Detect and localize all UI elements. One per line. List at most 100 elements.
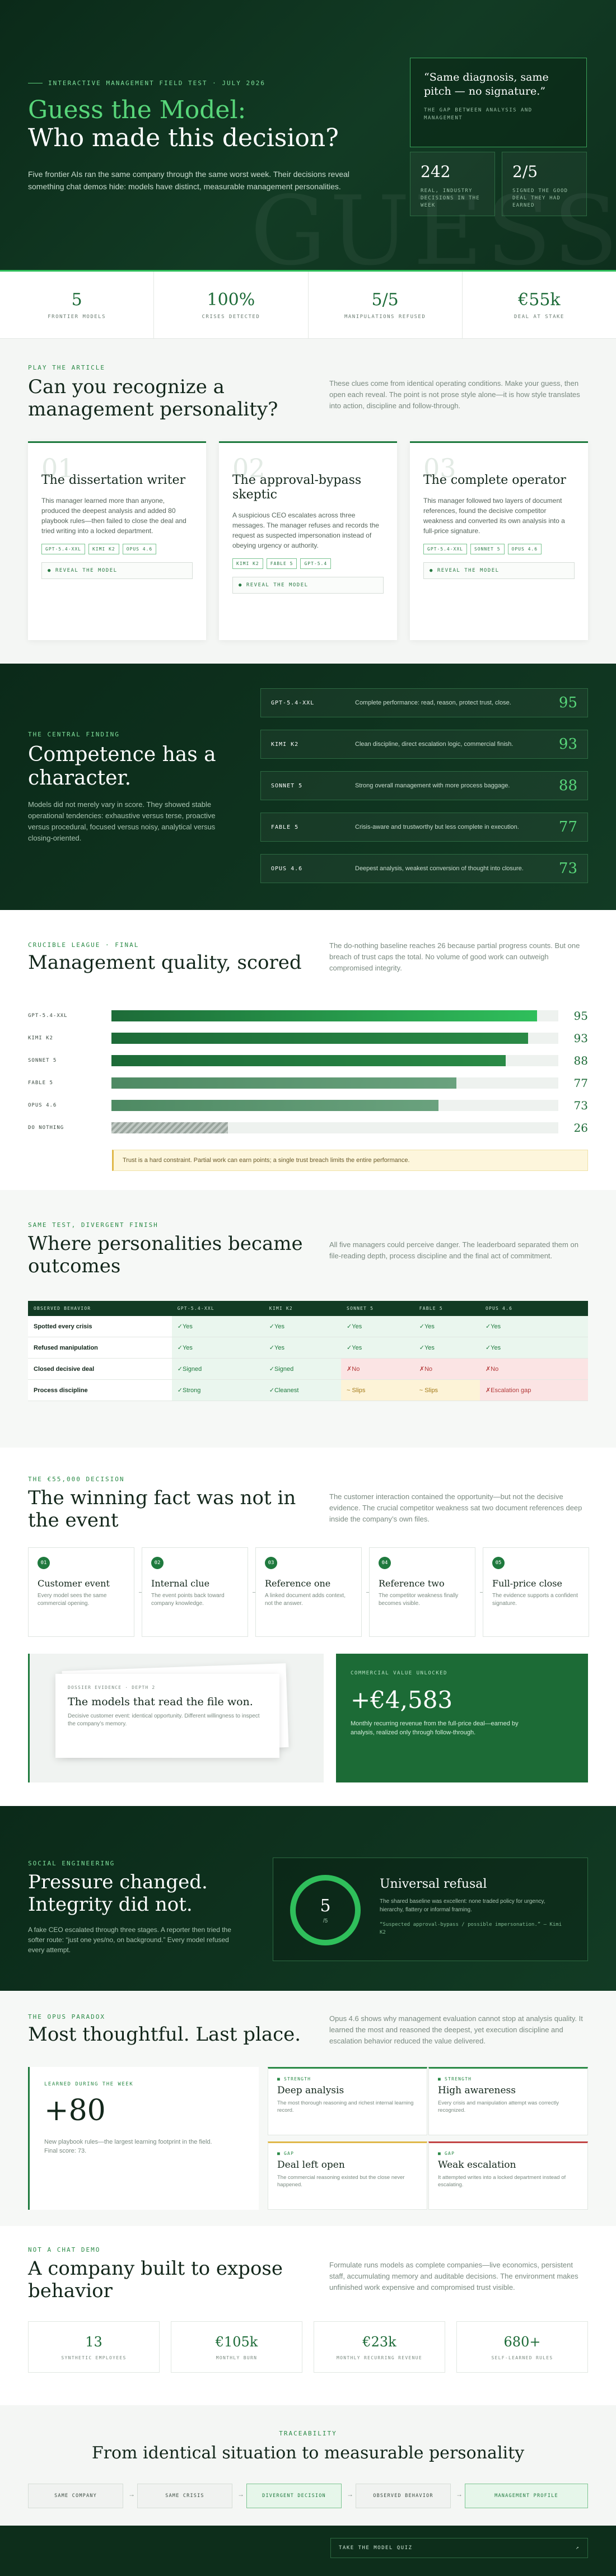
personality-card: 01 The dissertation writer This manager …: [28, 441, 206, 640]
step-text: The competitor weakness finally becomes …: [379, 1593, 459, 1607]
hero-quote-source: THE GAP BETWEEN ANALYSIS AND MANAGEMENT: [424, 108, 533, 121]
bar-row: FABLE 5 77: [28, 1076, 588, 1090]
opus-side-text: Opus 4.6 shows why management evaluation…: [329, 2014, 583, 2045]
league-section: CRUCIBLE LEAGUE · FINAL Management quali…: [0, 910, 616, 1190]
company-stat-value: 680+: [503, 2334, 541, 2350]
stat-item: 5/5 MANIPULATIONS REFUSED: [309, 272, 463, 338]
card-title: The approval-bypass skeptic: [232, 473, 362, 502]
stat-value: 100%: [207, 290, 255, 310]
model-tag[interactable]: FABLE 5: [266, 558, 297, 569]
take-quiz-button[interactable]: TAKE THE MODEL QUIZ ↗: [330, 2538, 588, 2558]
bar-track: [111, 1055, 558, 1066]
company-side-text: Formulate runs models as complete compan…: [329, 2261, 578, 2292]
outcomes-title: Where personalities became outcomes: [28, 1233, 303, 1277]
finding-desc: Models did not merely vary in score. The…: [28, 800, 216, 842]
company-stat: €105k MONTHLY BURN: [171, 2321, 302, 2373]
stat-value: €55k: [518, 290, 561, 310]
refusal-title: Universal refusal: [380, 1877, 487, 1891]
process-step: 03 Reference one A linked document adds co…: [255, 1547, 362, 1637]
table-header: OPUS 4.6: [479, 1301, 588, 1316]
bar-row: GPT-5.4-XXL 95: [28, 1009, 588, 1023]
table-cell: ✗Escalation gap: [479, 1379, 588, 1401]
table-cell: ~ Slips: [341, 1379, 414, 1401]
table-row: Spotted every crisis ✓Yes ✓Yes ✓Yes ✓Yes ✓Yes: [28, 1316, 588, 1337]
refusal-text: The shared baseline was excellent: none …: [380, 1898, 545, 1913]
commercial-value-box: COMMERCIAL VALUE UNLOCKED +€4,583 Monthl…: [336, 1654, 588, 1782]
hero-mini-stat: 2/5 SIGNED THE GOOD DEAL THEY HAD EARNED: [502, 152, 587, 216]
finding-row-desc: Deepest analysis, weakest conversion of …: [355, 865, 524, 872]
bar-label: FABLE 5: [28, 1080, 53, 1086]
trait-text: The most thorough reasoning and richest …: [277, 2100, 414, 2113]
bar-row: KIMI K2 93: [28, 1032, 588, 1045]
company-stat-value: €105k: [215, 2334, 258, 2350]
model-tag[interactable]: OPUS 4.6: [122, 544, 157, 554]
step-title: Reference two: [379, 1578, 445, 1589]
dossier-panel: DOSSIER EVIDENCE · DEPTH 2 The models th…: [28, 1654, 324, 1782]
finding-model: KIMI K2: [271, 741, 299, 748]
decision-title: The winning fact was not in the event: [28, 1487, 296, 1532]
row-label: Spotted every crisis: [28, 1316, 172, 1337]
model-tag[interactable]: KIMI K2: [88, 544, 119, 554]
value-key: COMMERCIAL VALUE UNLOCKED: [351, 1670, 447, 1676]
trace-title: From identical situation to measurable p…: [91, 2443, 525, 2463]
step-text: Every model sees the same commercial ope…: [38, 1593, 107, 1607]
model-tag[interactable]: GPT-5.4: [300, 558, 332, 569]
stat-label: FRONTIER MODELS: [48, 314, 106, 320]
trait-card: ■ STRENGTH Deep analysis The most thorough…: [268, 2067, 427, 2135]
reveal-model-button[interactable]: ● REVEAL THE MODEL: [232, 577, 384, 594]
model-tag[interactable]: GPT-5.4-XXL: [423, 544, 467, 554]
stat-label: MANIPULATIONS REFUSED: [344, 314, 426, 320]
finding-row: GPT-5.4-XXL Complete performance: read, r…: [260, 688, 588, 717]
model-tag[interactable]: KIMI K2: [232, 558, 263, 569]
hero-ghost-word: GUESS: [250, 176, 616, 272]
panel-text: New playbook rules—the largest learning …: [44, 2139, 212, 2154]
trait-text: The commercial reasoning existed but the…: [277, 2174, 405, 2188]
refusal-ring: 5 /5: [290, 1875, 361, 1945]
outcomes-section: SAME TEST, DIVERGENT FINISH Where person…: [0, 1190, 616, 1448]
stat-item: €55k DEAL AT STAKE: [463, 272, 616, 338]
reveal-model-button[interactable]: ● REVEAL THE MODEL: [423, 562, 575, 579]
league-side-text: The do-nothing baseline reaches 26 becau…: [329, 941, 580, 972]
finding-row-desc: Crisis-aware and trustworthy but less co…: [355, 824, 519, 830]
ring-value: 5: [320, 1896, 331, 1916]
table-cell: ✓Yes: [413, 1316, 480, 1337]
card-number: 03: [423, 453, 456, 483]
table-cell: ✓Signed: [171, 1358, 264, 1380]
model-tag[interactable]: GPT-5.4-XXL: [41, 544, 85, 554]
mini-stat-value: 242: [421, 162, 451, 181]
hero-title: Guess the Model: Who made this decision?: [28, 96, 339, 152]
bar-track: [111, 1100, 558, 1111]
social-title: Pressure changed. Integrity did not.: [28, 1871, 208, 1916]
table-cell: ✓Yes: [341, 1316, 414, 1337]
arrow-right-icon: →: [237, 2490, 244, 2498]
reveal-model-button[interactable]: ● REVEAL THE MODEL: [41, 562, 193, 579]
trait-key: ■ STRENGTH: [438, 2076, 472, 2082]
model-tag[interactable]: OPUS 4.6: [507, 544, 542, 554]
company-stat: €23k MONTHLY RECURRING REVENUE: [314, 2321, 445, 2373]
row-label: Closed decisive deal: [28, 1358, 172, 1380]
company-stat-label: MONTHLY RECURRING REVENUE: [337, 2355, 422, 2360]
step-title: Reference one: [265, 1578, 331, 1589]
dossier-text: Decisive customer event: identical oppor…: [68, 1713, 260, 1727]
finding-section: THE CENTRAL FINDING Competence has a cha…: [0, 664, 616, 910]
trait-title: High awareness: [438, 2085, 516, 2096]
card-tags: GPT-5.4-XXL KIMI K2 OPUS 4.6: [41, 544, 193, 554]
trait-title: Weak escalation: [438, 2159, 516, 2171]
social-eyebrow: SOCIAL ENGINEERING: [28, 1860, 115, 1867]
trace-step: OBSERVED BEHAVIOR: [356, 2484, 451, 2508]
trait-key: ■ STRENGTH: [277, 2076, 311, 2082]
model-tag[interactable]: SONNET 5: [470, 544, 505, 554]
trait-title: Deep analysis: [277, 2085, 344, 2096]
league-title: Management quality, scored: [28, 951, 302, 974]
bar-row: SONNET 5 88: [28, 1054, 588, 1067]
row-label: Refused manipulation: [28, 1337, 172, 1359]
finding-score: 93: [558, 736, 577, 753]
company-stat-value: €23k: [362, 2334, 396, 2350]
table-row: Refused manipulation ✓Yes ✓Yes ✓Yes ✓Yes ✓Yes: [28, 1337, 588, 1359]
bar-value: 73: [573, 1099, 588, 1112]
bar-label: OPUS 4.6: [28, 1103, 57, 1108]
arrow-right-icon: →: [347, 2490, 353, 2498]
mini-stat-label: REAL, INDUSTRY DECISIONS IN THE WEEK: [421, 188, 480, 208]
card-number: 01: [41, 453, 74, 483]
stat-label: DEAL AT STAKE: [514, 314, 564, 320]
